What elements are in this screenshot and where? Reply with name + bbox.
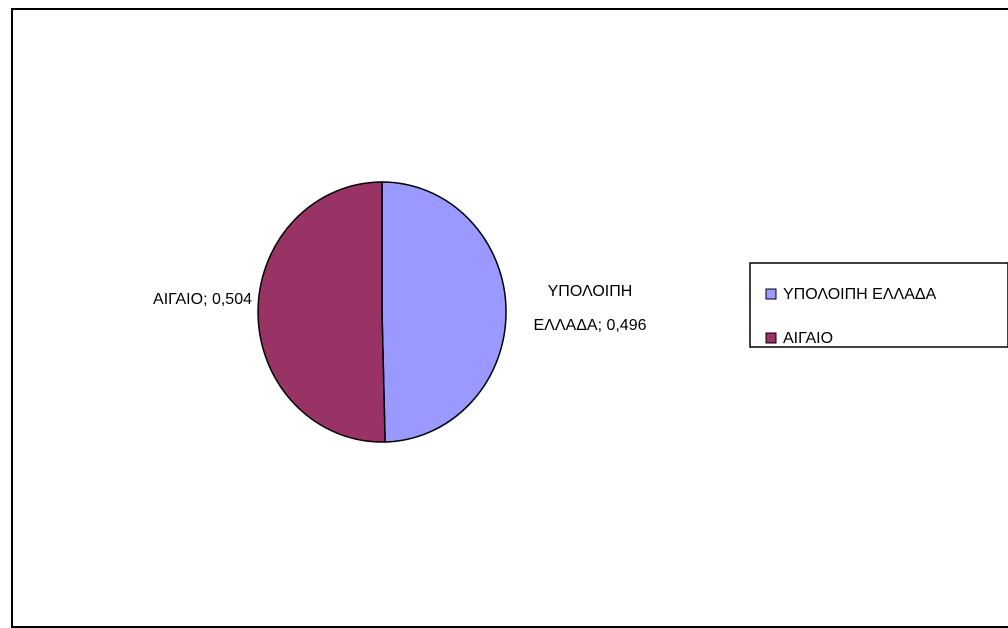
data-label-aigaio: ΑΙΓΑΙΟ; 0,504 [153, 291, 252, 308]
data-label-ypoloipi-line1: ΥΠΟΛΟΙΠΗ [548, 283, 633, 300]
legend-box [749, 262, 1008, 348]
legend-label-aigaio[interactable]: ΑΙΓΑΙΟ [783, 330, 833, 347]
data-labels: ΥΠΟΛΟΙΠΗ ΕΛΛΑΔΑ; 0,496 ΑΙΓΑΙΟ; 0,504 [153, 283, 647, 334]
legend: ΥΠΟΛΟΙΠΗ ΕΛΛΑΔΑ ΑΙΓΑΙΟ [749, 262, 1008, 348]
data-label-ypoloipi-line2: ΕΛΛΑΔΑ; 0,496 [533, 317, 646, 334]
pie-slice-ypoloipi-ellada[interactable] [381, 181, 507, 443]
pie-slices [257, 181, 507, 443]
pie-slice-aigaio[interactable] [257, 181, 386, 443]
legend-label-ypoloipi-ellada[interactable]: ΥΠΟΛΟΙΠΗ ΕΛΛΑΔΑ [783, 286, 937, 303]
legend-swatch-ypoloipi-ellada [765, 288, 777, 300]
pie-chart: ΥΠΟΛΟΙΠΗ ΕΛΛΑΔΑ; 0,496 ΑΙΓΑΙΟ; 0,504 ΥΠΟ… [153, 181, 1008, 443]
legend-swatch-aigaio [765, 332, 777, 344]
